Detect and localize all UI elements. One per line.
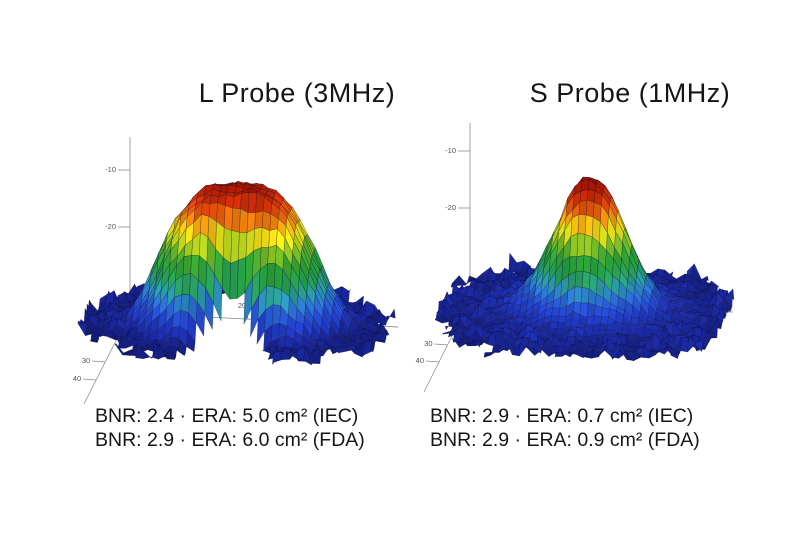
stat-line-fda: BNR: 2.9 · ERA: 0.9 cm² (FDA) [430, 429, 700, 451]
stats-l-probe: BNR: 2.4 · ERA: 5.0 cm² (IEC) BNR: 2.9 ·… [95, 404, 365, 452]
plot-title-s-probe: S Probe (1MHz) [529, 78, 731, 108]
stat-line-iec: BNR: 2.9 · ERA: 0.7 cm² (IEC) [430, 405, 694, 427]
stats-s-probe: BNR: 2.9 · ERA: 0.7 cm² (IEC) BNR: 2.9 ·… [430, 404, 700, 452]
stat-line-fda: BNR: 2.9 · ERA: 6.0 cm² (FDA) [95, 429, 365, 451]
plot-title-l-probe: L Probe (3MHz) [198, 78, 396, 108]
stat-line-iec: BNR: 2.4 · ERA: 5.0 cm² (IEC) [95, 405, 359, 427]
